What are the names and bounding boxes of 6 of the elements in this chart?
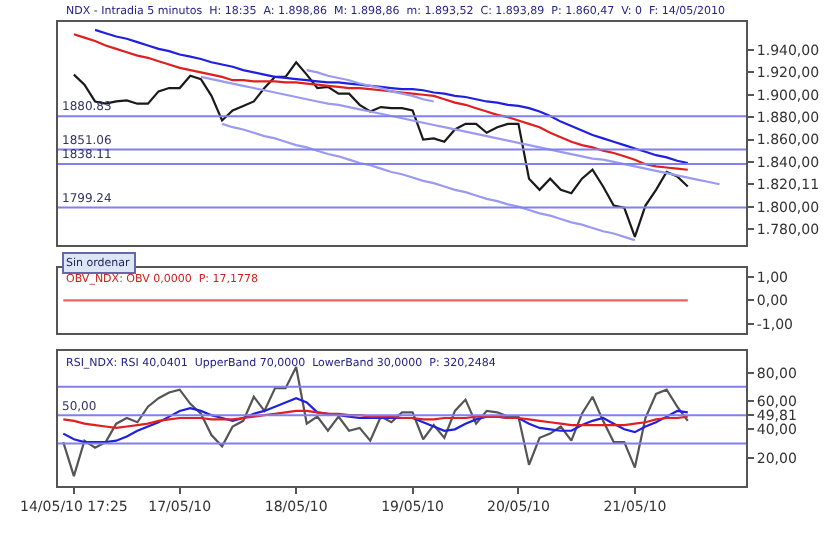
line-series xyxy=(199,75,721,186)
line-series xyxy=(62,397,689,444)
line-series xyxy=(305,69,435,103)
line-series xyxy=(220,122,636,242)
line-series xyxy=(62,365,689,478)
line-series xyxy=(62,409,689,430)
